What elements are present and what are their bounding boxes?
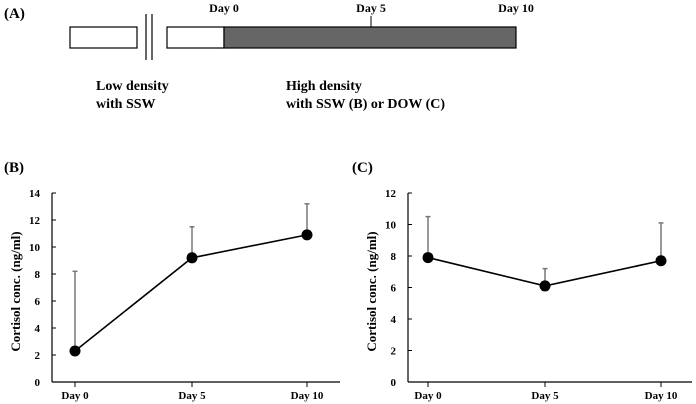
y-axis-label: Cortisol conc. (ng/ml) bbox=[364, 231, 379, 351]
chart-b: (B) 0 2 4 6 8 10 12 14 Day 0 Day 5 Day 10 Cortisol … bbox=[4, 160, 340, 402]
low-density-label-line1: Low density bbox=[96, 79, 169, 94]
y-tick-label: 2 bbox=[391, 346, 397, 358]
chart-c: (C) 0 2 4 6 8 10 12 Day 0 Day 5 Day 10 Cortisol co… bbox=[352, 160, 692, 402]
y-tick-label: 0 bbox=[35, 377, 41, 389]
y-tick-label: 8 bbox=[391, 251, 397, 263]
y-tick-label: 4 bbox=[391, 314, 397, 326]
high-density-label-line2: with SSW (B) or DOW (C) bbox=[286, 97, 445, 112]
data-point bbox=[539, 280, 551, 292]
data-point bbox=[69, 345, 81, 357]
data-point bbox=[301, 229, 313, 241]
x-tick-label: Day 5 bbox=[178, 390, 206, 402]
y-tick-label: 12 bbox=[29, 215, 41, 227]
timeline-low-density-segment bbox=[166, 26, 225, 49]
timeline-day5-label: Day 5 bbox=[356, 1, 386, 15]
timeline-day0-label: Day 0 bbox=[209, 1, 239, 15]
low-density-label-line2: with SSW bbox=[96, 97, 156, 112]
y-tick-label: 10 bbox=[29, 242, 41, 254]
data-point bbox=[655, 255, 667, 267]
y-tick-label: 6 bbox=[35, 296, 41, 308]
panel-a-label: (A) bbox=[4, 6, 25, 22]
y-tick-label: 2 bbox=[35, 350, 41, 362]
x-tick-label: Day 0 bbox=[61, 390, 89, 402]
panel-a: (A) Day 0 Day 5 Day 10 Low density with … bbox=[4, 1, 534, 112]
data-point bbox=[186, 252, 198, 264]
x-tick-label: Day 10 bbox=[291, 390, 324, 402]
timeline-day10-label: Day 10 bbox=[498, 1, 534, 15]
panel-c-label: (C) bbox=[352, 160, 373, 176]
data-point bbox=[422, 252, 434, 264]
panel-b-label: (B) bbox=[4, 160, 24, 176]
y-tick-label: 12 bbox=[385, 188, 397, 200]
x-tick-label: Day 0 bbox=[414, 390, 442, 402]
y-tick-label: 0 bbox=[391, 377, 397, 389]
y-tick-label: 14 bbox=[29, 188, 41, 200]
y-tick-label: 6 bbox=[391, 283, 397, 295]
y-tick-label: 10 bbox=[385, 220, 397, 232]
x-tick-label: Day 5 bbox=[531, 390, 559, 402]
series-line bbox=[74, 234, 308, 352]
y-tick-label: 8 bbox=[35, 269, 41, 281]
timeline-pre-segment bbox=[69, 26, 138, 49]
timeline-high-density-segment bbox=[223, 26, 517, 49]
y-tick-label: 4 bbox=[35, 323, 41, 335]
y-axis-label: Cortisol conc. (ng/ml) bbox=[8, 231, 23, 351]
x-tick-label: Day 10 bbox=[645, 390, 678, 402]
high-density-label-line1: High density bbox=[286, 79, 362, 94]
